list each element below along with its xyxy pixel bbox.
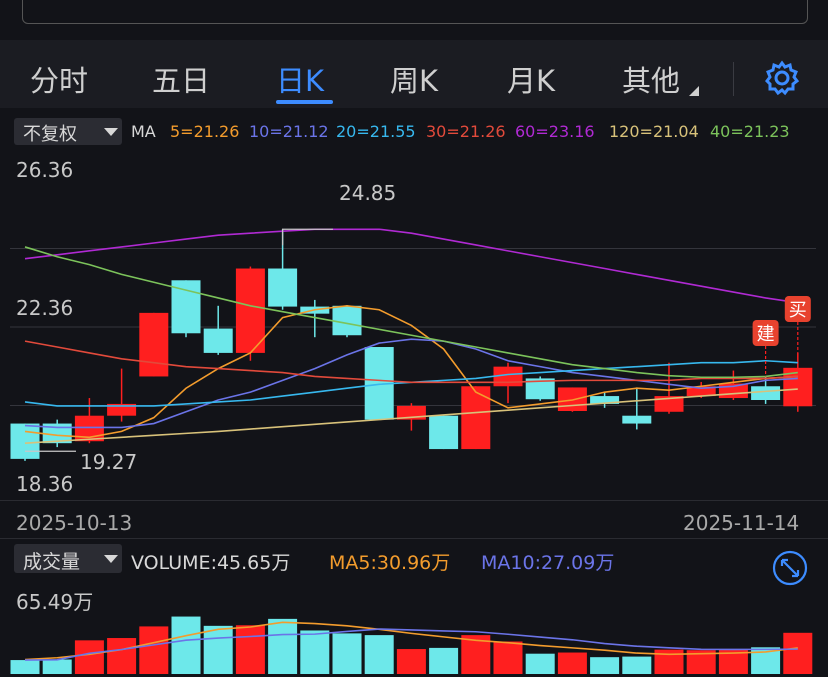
tab-daily-k[interactable]: 日K [276,64,325,98]
candle-body [42,423,72,444]
volume-axis-top: 65.49万 [16,590,94,614]
volume-bar [235,625,265,674]
candle-body [429,415,459,450]
candle-body [139,312,169,377]
volume-bar [364,635,394,674]
ma-legend-bar: 不复权 MA 5=21.26 10=21.12 20=21.55 30=21.2… [0,118,828,146]
volume-ma5-line [24,621,798,661]
quote-summary-box [22,0,808,24]
tab-weekly-k[interactable]: 周K [390,64,439,98]
more-triangle-icon [689,86,699,96]
expand-icon[interactable] [772,550,808,586]
candle-body [203,328,233,353]
ma5-value: 5=21.26 [170,122,240,141]
ma60-line [24,228,798,304]
ma-label: MA [131,122,156,141]
volume-bar [622,656,652,674]
candle-body [686,386,716,397]
volume-ma10-line [24,628,798,661]
volume-bar [783,632,813,674]
tab-intraday[interactable]: 分时 [30,64,89,98]
active-tab-indicator [276,100,333,104]
chart-divider [0,500,828,501]
volume-legend-bar: 成交量 VOLUME:45.65万 MA5:30.96万 MA10:27.09万 [0,544,828,574]
ma30-value: 30=21.26 [426,122,506,141]
candle-body [751,386,781,401]
adjust-dropdown[interactable]: 不复权 [14,118,122,145]
price-axis-mid: 22.36 [16,296,74,320]
candle-body [654,396,684,412]
ma5-line [24,304,798,439]
candle-body [235,268,265,353]
volume-bar [42,659,72,674]
adjust-dropdown-label: 不复权 [23,124,77,145]
volume-ma5-value: MA5:30.96万 [329,552,451,574]
volume-bar [396,649,426,674]
ma40-line [24,246,798,379]
volume-bar [74,640,104,674]
high-leader-line [282,228,333,246]
buy-marker-badge [784,296,811,322]
buy-marker-text: 买 [789,300,807,321]
volume-bar [590,657,620,674]
tab-monthly-k[interactable]: 月K [507,64,556,98]
tab-divider [733,62,734,96]
volume-bar [686,650,716,674]
ma10-line [24,338,798,429]
candle-body [461,386,491,450]
volume-indicator-dropdown[interactable]: 成交量 [14,544,122,573]
ma30-line [24,340,798,384]
volume-bar [300,630,330,674]
volume-bar [107,638,137,674]
volume-bar [429,647,459,674]
volume-bar [557,652,587,674]
candle-body [525,378,555,400]
gear-icon[interactable] [764,60,800,96]
ma40-value: 40=21.23 [710,122,790,141]
build-marker-text: 建 [757,324,775,345]
price-axis-bottom: 18.36 [16,472,74,496]
volume-bar [332,633,362,674]
volume-value: VOLUME:45.65万 [131,552,291,574]
volume-bar [493,641,523,674]
candle-body [332,305,362,336]
candle-body [590,396,620,404]
volume-dropdown-label: 成交量 [23,551,81,573]
volume-bar [525,653,555,674]
ma20-value: 20=21.55 [336,122,416,141]
volume-divider [0,538,828,539]
period-tabs: 分时 五日 日K 周K 月K 其他 [0,40,828,108]
tab-five-day[interactable]: 五日 [152,64,211,98]
volume-ma10-value: MA10:27.09万 [481,552,615,574]
ma120-line [24,388,798,444]
candle-body [268,268,298,307]
date-start: 2025-10-13 [16,511,133,535]
candle-body [10,423,40,459]
ma120-value: 120=21.04 [609,122,699,141]
dropdown-arrow-icon [104,555,118,563]
ma60-value: 60=23.16 [515,122,595,141]
build-marker-badge [752,320,779,346]
volume-bar [139,626,169,674]
dropdown-arrow-icon [104,128,118,136]
low-price-label: 19.27 [80,450,138,474]
top-strip [0,0,828,40]
ma10-value: 10=21.12 [249,122,329,141]
volume-bar [10,660,40,674]
candle-body [107,403,137,416]
date-end: 2025-11-14 [683,511,800,535]
volume-bar [171,616,201,674]
tab-other[interactable]: 其他 [622,64,681,98]
price-axis-top: 26.36 [16,158,74,182]
candle-body [171,280,201,334]
volume-bar [203,625,233,674]
volume-bar [268,618,298,674]
candle-body [622,415,652,424]
high-price-label: 24.85 [339,181,397,205]
